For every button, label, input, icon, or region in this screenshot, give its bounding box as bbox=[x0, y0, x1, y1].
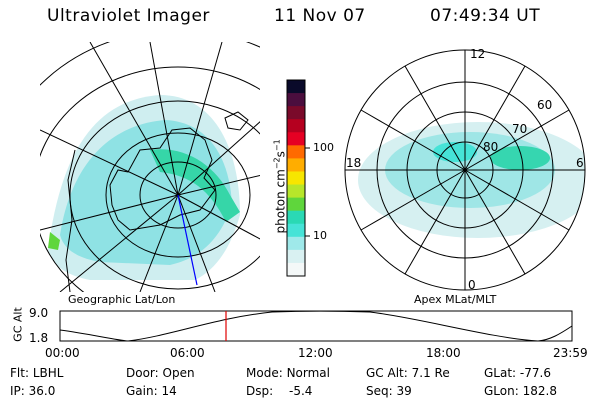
colorbar-band bbox=[287, 106, 305, 120]
island-outline bbox=[224, 111, 249, 131]
apex-grid bbox=[344, 49, 586, 291]
emission-edge bbox=[48, 232, 60, 250]
seq-info: Seq: 39 bbox=[366, 384, 412, 398]
apex-emission-bright bbox=[490, 146, 550, 170]
lat-label-60: 60 bbox=[537, 98, 553, 112]
mlt-label-12: 12 bbox=[470, 47, 486, 61]
altitude-plot-frame bbox=[59, 310, 573, 342]
observation-date: 11 Nov 07 bbox=[274, 6, 366, 26]
lat-label-80: 80 bbox=[483, 140, 499, 154]
colorbar-unit-label: photon cm−2s−1 bbox=[272, 139, 288, 234]
colorbar-label-100: 100 bbox=[313, 141, 334, 154]
colorbar-frame bbox=[286, 79, 306, 277]
altitude-tick-max: 9.0 bbox=[29, 306, 49, 320]
colorbar-band bbox=[287, 93, 305, 107]
colorbar-band bbox=[287, 236, 305, 251]
colorbar-band bbox=[287, 184, 305, 199]
meridians bbox=[40, 42, 260, 292]
colorbar-band bbox=[287, 119, 305, 133]
continent-edge bbox=[65, 149, 76, 292]
colorbar-band bbox=[287, 249, 305, 264]
colorbar-band bbox=[287, 80, 305, 94]
dsp-info: Dsp: -5.4 bbox=[246, 384, 313, 398]
mlt-label-18: 18 bbox=[346, 156, 362, 170]
altitude-axis-label: GC Alt bbox=[11, 307, 25, 342]
colorbar-band bbox=[287, 210, 305, 225]
gc-alt-info: GC Alt: 7.1 Re bbox=[366, 366, 450, 380]
altitude-curve bbox=[59, 310, 573, 342]
colorbar-label-10: 10 bbox=[313, 229, 327, 242]
coastline bbox=[109, 127, 216, 231]
colorbar-band bbox=[287, 197, 305, 212]
time-tick-0600: 06:00 bbox=[170, 346, 205, 360]
ip-info: IP: 36.0 bbox=[10, 384, 56, 398]
apex-map bbox=[358, 122, 585, 238]
colorbar-band bbox=[287, 145, 305, 159]
colorbar bbox=[287, 80, 305, 277]
gain-info: Gain: 14 bbox=[126, 384, 177, 398]
filter-info: Flt: LBHL bbox=[10, 366, 64, 380]
observation-time: 07:49:34 UT bbox=[430, 6, 541, 26]
colorbar-band bbox=[287, 223, 305, 238]
geographic-map bbox=[40, 42, 260, 292]
mlt-label-0: 0 bbox=[468, 278, 476, 292]
colorbar-band bbox=[287, 132, 305, 146]
door-info: Door: Open bbox=[126, 366, 195, 380]
altitude-tick-min: 1.8 bbox=[29, 331, 49, 345]
geographic-panel-label: Geographic Lat/Lon bbox=[68, 293, 176, 306]
lat-label-70: 70 bbox=[512, 122, 528, 136]
colorbar-band bbox=[287, 171, 305, 186]
time-tick-2359: 23:59 bbox=[553, 346, 588, 360]
glon-info: GLon: 182.8 bbox=[484, 384, 557, 398]
time-tick-1800: 18:00 bbox=[426, 346, 461, 360]
app-title: Ultraviolet Imager bbox=[47, 6, 210, 26]
colorbar-band bbox=[287, 262, 305, 277]
time-tick-1200: 12:00 bbox=[298, 346, 333, 360]
mlt-label-6: 6 bbox=[576, 156, 584, 170]
mode-info: Mode: Normal bbox=[246, 366, 330, 380]
glat-info: GLat: -77.6 bbox=[484, 366, 551, 380]
time-tick-0000: 00:00 bbox=[45, 346, 80, 360]
apex-panel-label: Apex MLat/MLT bbox=[414, 293, 497, 306]
colorbar-band bbox=[287, 158, 305, 172]
orbit-track bbox=[177, 194, 198, 286]
